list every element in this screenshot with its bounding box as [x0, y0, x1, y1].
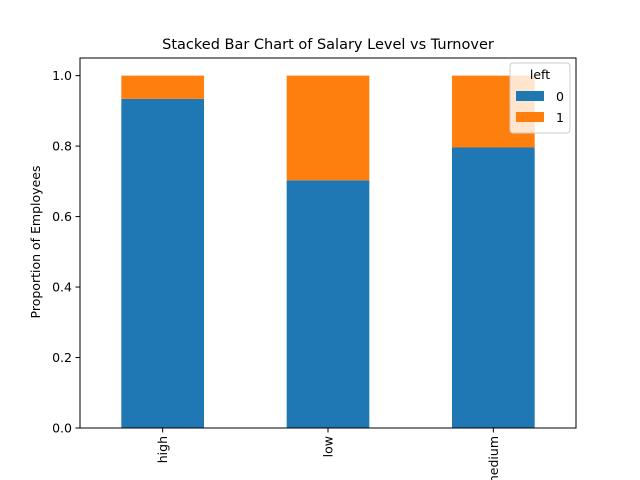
chart-title: Stacked Bar Chart of Salary Level vs Tur…: [162, 37, 494, 53]
legend: left 0 1: [509, 62, 571, 134]
x-tick-label-high: high: [155, 436, 170, 463]
y-tick-label: 0.6: [52, 209, 72, 224]
x-tick-label-medium: medium: [486, 436, 501, 480]
legend-title: left: [530, 67, 550, 82]
x-tick-label-low: low: [321, 436, 336, 457]
legend-swatch-0: [516, 91, 544, 101]
bar-medium-series-0: [452, 147, 535, 428]
legend-swatch-1: [516, 112, 544, 122]
legend-label-0: 0: [556, 89, 564, 104]
y-tick-label: 0.8: [52, 139, 72, 154]
y-tick-label: 0.0: [52, 421, 72, 436]
bar-high-series-0: [121, 98, 204, 428]
axes-layer: 0.0 0.2 0.4 0.6 0.8 1.0 high low medium: [52, 57, 577, 480]
bar-low-series-0: [286, 180, 370, 428]
y-axis-label: Proportion of Employees: [28, 166, 43, 319]
y-tick-label: 0.4: [52, 280, 72, 295]
y-tick-label: 1.0: [52, 68, 72, 83]
legend-label-1: 1: [556, 110, 564, 125]
bar-high-series-1: [121, 75, 204, 99]
y-tick-label: 0.2: [52, 350, 72, 365]
bars-layer: [121, 75, 535, 428]
bar-low-series-1: [286, 75, 370, 181]
